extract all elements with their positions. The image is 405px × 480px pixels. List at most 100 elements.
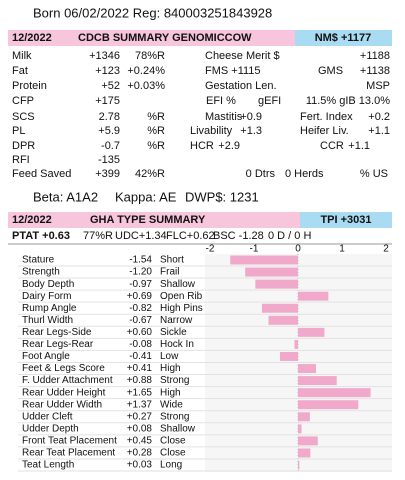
trait-value: +0.88 [127,375,153,386]
cdcb-cell: gEFI [258,95,281,107]
trait-bar [261,303,298,313]
trait-name: Dairy Form [22,291,71,302]
cdcb-cell: PL [12,125,25,137]
trait-bar [298,460,300,470]
cdcb-cell: Feed Saved [12,168,71,180]
cdcb-cell: 2.78 [99,111,120,123]
cdcb-cell: Heifer Liv. [300,125,349,137]
trait-desc: High [160,363,181,374]
cdcb-cell: RFI [12,154,30,166]
cdcb-cell: EFI % [206,95,236,107]
genetics-item: Beta: A1A2 [33,189,98,204]
trait-name: Rump Angle [22,303,77,314]
cdcb-cell: +1188 [360,50,390,62]
trait-value: -1.20 [129,267,152,278]
type-header-bg [8,212,300,228]
cdcb-cell: 78%R [135,50,165,62]
trait-bar [298,364,317,374]
cdcb-header-bg [8,30,295,46]
trait-name: F. Udder Attachment [22,375,113,386]
trait-bar [294,339,298,349]
scale-label: -1 [250,244,259,255]
trait-desc: High Pins [160,303,203,314]
tpi-box [300,212,392,228]
cdcb-cell: +52 [101,80,120,92]
trait-bar [298,448,311,458]
cdcb-cell: +1138 [360,65,390,77]
trait-value: -0.82 [129,303,152,314]
type-date: 12/2022 [12,214,52,226]
trait-value: -0.41 [129,351,152,362]
trait-desc: Strong [160,411,189,422]
trait-value: +0.45 [127,436,153,447]
ptat-item: 77%R [83,230,113,242]
trait-value: +0.27 [127,411,153,422]
tpi-index: TPI +3031 [320,214,371,226]
trait-bar [245,267,298,277]
trait-desc: Strong [160,375,189,386]
trait-name: Rear Legs-Side [22,327,92,338]
ptat-item: 0 D / 0 H [268,230,311,242]
cdcb-cell: +0.24% [127,65,165,77]
cdcb-cell: DPR [12,140,35,152]
trait-name: Body Depth [22,279,74,290]
trait-bar [255,279,298,289]
trait-bar [298,388,371,398]
trait-name: Udder Cleft [22,411,73,422]
cdcb-cell: % US [360,168,388,180]
trait-bar [230,255,298,265]
born-line: Born 06/02/2022 Reg: 840003251843928 [33,5,272,20]
cdcb-cell: +0.2 [368,111,390,123]
trait-desc: Close [160,448,186,459]
cdcb-cell: Fat [12,65,28,77]
scale-label: 1 [339,244,345,255]
trait-value: +1.65 [127,387,153,398]
trait-desc: Wide [160,399,183,410]
cdcb-cell: Livability [190,125,233,137]
trait-value: +0.08 [127,423,153,434]
trait-desc: Hock In [160,339,194,350]
trait-name: Stature [22,255,55,266]
trait-desc: Low [160,351,179,362]
cdcb-cell: -0.7 [101,140,120,152]
cdcb-cell: Cheese Merit $ [205,50,280,62]
trait-desc: Narrow [160,315,193,326]
trait-bar [298,436,318,446]
scale-label: -2 [206,244,215,255]
cdcb-cell: +2.9 [218,140,240,152]
trait-bar [279,351,298,361]
cdcb-cell: +0.9 [240,111,262,123]
genetics-item: DWP$: 1231 [185,189,259,204]
cdcb-cell: %R [147,125,165,137]
cdcb-cell: +1346 [89,50,120,62]
trait-desc: Open Rib [160,291,203,302]
cdcb-title: CDCB SUMMARY GENOMICCOW [78,32,252,44]
nm-index: NM$ +1177 [315,32,372,44]
trait-name: Rear Udder Height [22,387,106,398]
trait-name: Front Teat Placement [22,436,117,447]
cdcb-cell: Fert. Index [300,111,353,123]
cdcb-cell: +1.3 [240,125,262,137]
cdcb-cell: CFP [12,95,34,107]
cdcb-cell: +0.03% [127,80,165,92]
scale-label: 0 [295,244,301,255]
trait-desc: Long [160,460,182,471]
cdcb-cell: Mastitis [205,111,243,123]
trait-value: -1.54 [129,255,152,266]
trait-bar [268,315,298,325]
trait-name: Feet & Legs Score [22,363,105,374]
trait-value: +0.28 [127,448,153,459]
cdcb-cell: CCR [320,140,344,152]
cdcb-cell: MSP [366,80,390,92]
cdcb-cell: Milk [12,50,32,62]
cdcb-cell: +5.9 [98,125,120,137]
cdcb-cell: 0 Dtrs [246,168,276,180]
cdcb-cell: 42%R [135,168,165,180]
trait-value: -0.08 [129,339,152,350]
nm-box [295,30,392,46]
scale-label: 2 [383,244,389,255]
trait-name: Rear Udder Width [22,399,102,410]
trait-name: Udder Depth [22,423,79,434]
cdcb-cell: %R [147,111,165,123]
